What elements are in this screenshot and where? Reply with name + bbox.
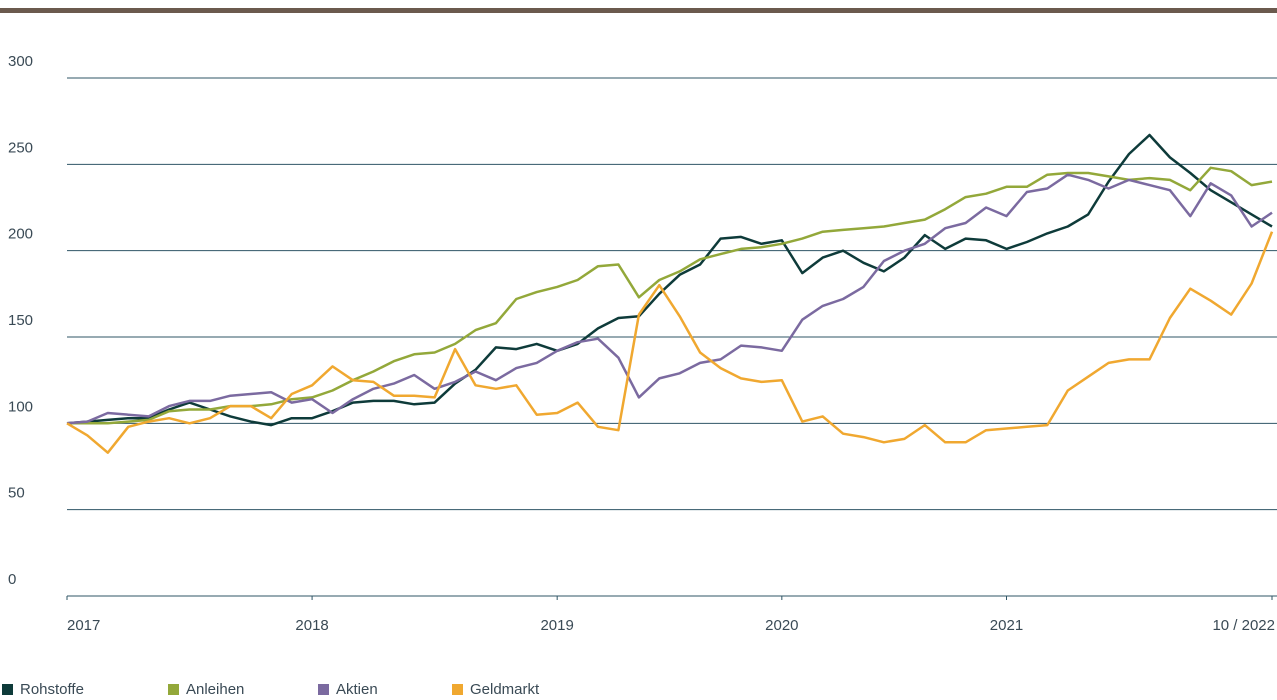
y-tick-label: 150 — [8, 312, 33, 329]
x-tick-label: 10 / 2022 — [1212, 617, 1275, 634]
x-tick-label: 2019 — [540, 617, 573, 634]
legend-swatch — [318, 684, 329, 695]
series-line — [67, 166, 1273, 425]
x-tick-label: 2020 — [765, 617, 798, 634]
x-tick-label: 2018 — [295, 617, 328, 634]
series-line — [66, 231, 1274, 454]
legend-label: Anleihen — [186, 681, 244, 698]
y-tick-label: 250 — [8, 139, 33, 156]
y-tick-label: 100 — [8, 398, 33, 415]
legend-label: Geldmarkt — [470, 681, 540, 698]
legend-swatch — [2, 684, 13, 695]
top-bar — [0, 8, 1277, 13]
y-tick-label: 200 — [8, 226, 33, 243]
x-tick-label: 2021 — [990, 617, 1023, 634]
series-line — [66, 133, 1273, 427]
x-tick-label: 2017 — [67, 617, 100, 634]
series-line — [66, 173, 1273, 425]
legend-swatch — [168, 684, 179, 695]
y-tick-label: 0 — [8, 571, 16, 588]
y-tick-label: 300 — [8, 53, 33, 70]
legend-swatch — [452, 684, 463, 695]
y-tick-label: 50 — [8, 485, 25, 502]
legend-label: Rohstoffe — [20, 681, 84, 698]
legend-label: Aktien — [336, 681, 378, 698]
